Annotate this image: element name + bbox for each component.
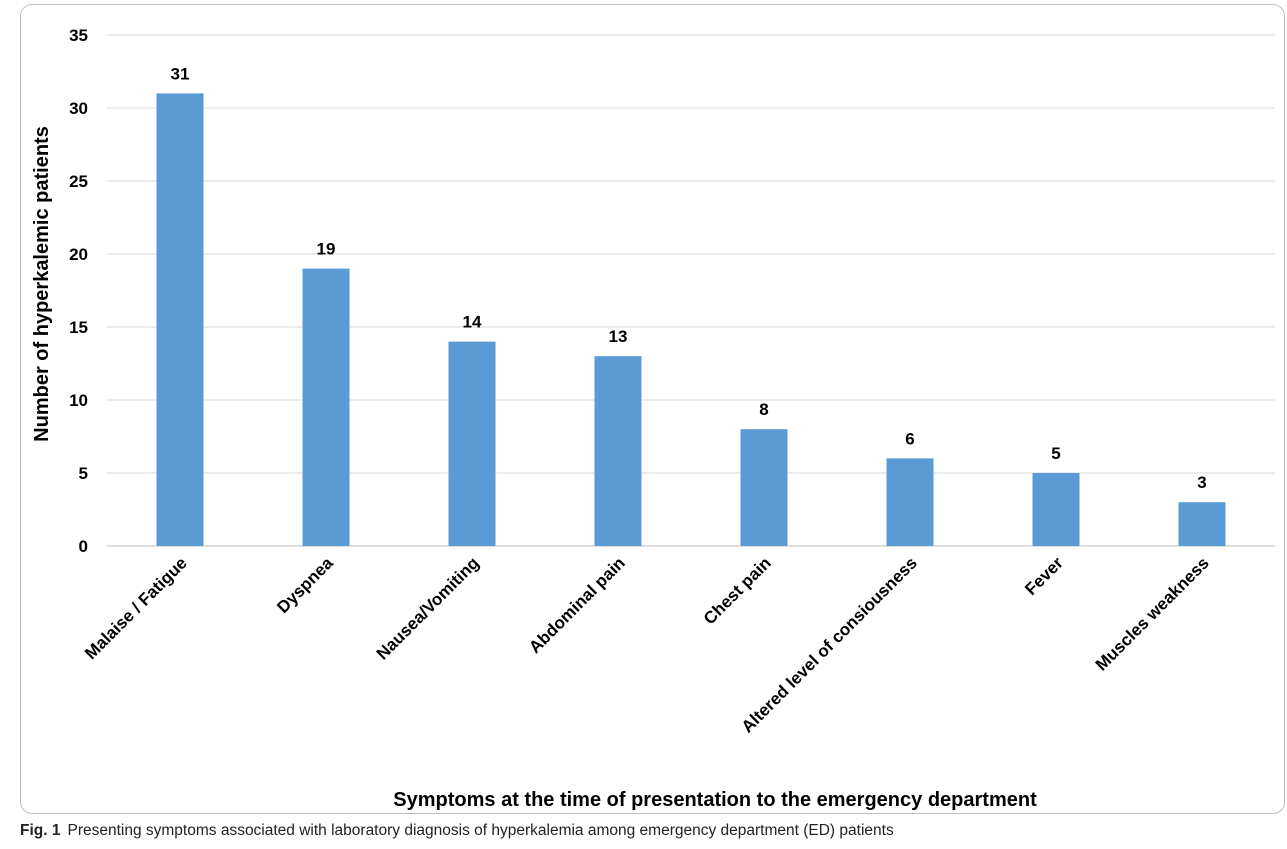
y-tick-label: 30 xyxy=(69,99,88,118)
figure-label: Fig. 1 xyxy=(20,822,61,839)
data-label: 19 xyxy=(317,240,336,259)
figure-caption-text: Presenting symptoms associated with labo… xyxy=(67,822,894,839)
x-tick-label: Altered level of consiousness xyxy=(738,553,921,736)
bar xyxy=(1032,473,1080,546)
data-label: 5 xyxy=(1051,444,1060,463)
bar xyxy=(1178,502,1226,546)
data-label: 13 xyxy=(609,327,628,346)
data-label: 3 xyxy=(1197,473,1206,492)
y-axis-label: Number of hyperkalemic patients xyxy=(31,126,53,442)
data-label: 6 xyxy=(905,429,914,448)
bar xyxy=(594,356,642,546)
x-tick-label: Chest pain xyxy=(700,553,775,628)
chart-frame xyxy=(20,4,1285,814)
data-labels: 31 19 14 13 8 6 5 3 xyxy=(171,64,1207,492)
bar xyxy=(448,341,496,546)
gridlines xyxy=(107,34,1275,547)
x-tick-label: Nausea/Vomiting xyxy=(373,553,483,663)
x-tick-label: Abdominal pain xyxy=(525,553,629,657)
y-tick-label: 35 xyxy=(69,26,88,45)
figure-caption: Fig. 1 Presenting symptoms associated wit… xyxy=(20,822,894,840)
data-label: 31 xyxy=(171,64,190,83)
bar xyxy=(886,458,934,546)
y-tick-label: 15 xyxy=(69,318,88,337)
bar xyxy=(156,93,204,547)
data-label: 14 xyxy=(463,313,482,332)
y-tick-label: 0 xyxy=(79,537,88,556)
x-tick-label: Muscles weakness xyxy=(1092,553,1213,674)
x-axis-label: Symptoms at the time of presentation to … xyxy=(393,789,1037,811)
x-tick-labels: Malaise / Fatigue Dyspnea Nausea/Vomiting A… xyxy=(81,553,1213,736)
bar xyxy=(302,268,350,546)
data-label: 8 xyxy=(759,400,768,419)
y-tick-label: 10 xyxy=(69,391,88,410)
y-tick-labels: 0 5 10 15 20 25 30 35 xyxy=(69,26,88,556)
y-tick-label: 20 xyxy=(69,245,88,264)
x-tick-label: Malaise / Fatigue xyxy=(81,553,191,663)
y-tick-label: 5 xyxy=(79,464,88,483)
bar xyxy=(740,429,788,546)
x-tick-label: Fever xyxy=(1021,553,1067,599)
bars xyxy=(156,93,1226,547)
x-tick-label: Dyspnea xyxy=(273,553,337,617)
y-tick-label: 25 xyxy=(69,172,88,191)
